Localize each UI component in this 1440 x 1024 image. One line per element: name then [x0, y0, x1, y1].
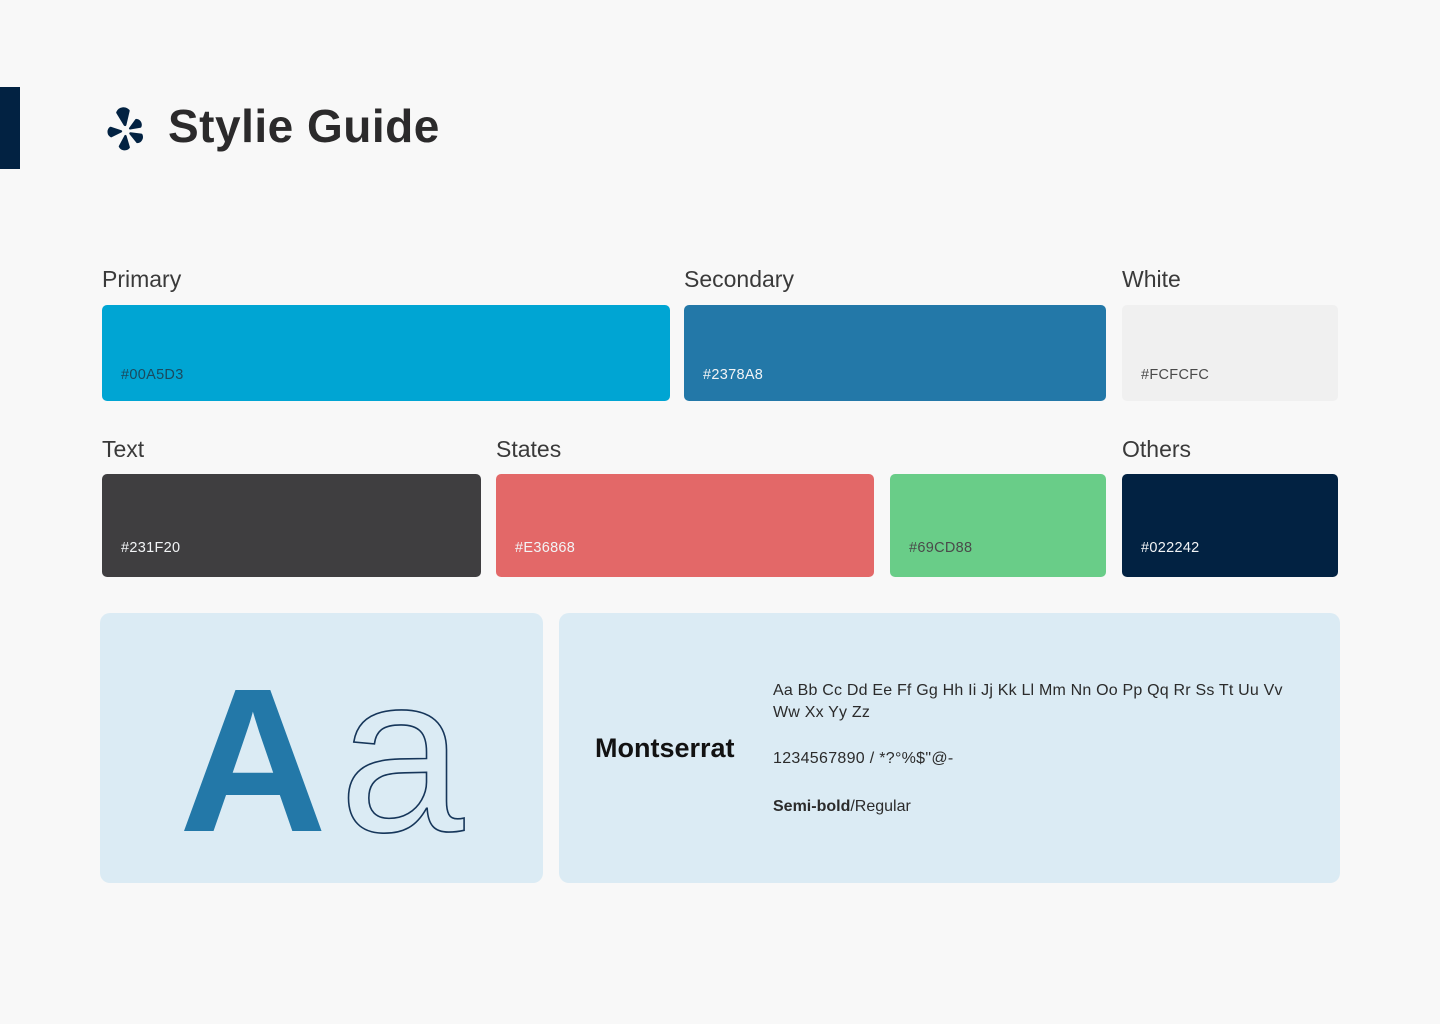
text-hex-value: #231F20	[121, 540, 181, 556]
left-accent-bar	[0, 87, 20, 169]
yelp-burst-icon	[107, 107, 143, 151]
font-name-label: Montserrat	[595, 732, 735, 763]
font-weights-label: Semi-bold/Regular	[773, 798, 1303, 816]
font-sample-column: Aa Bb Cc Dd Ee Ff Gg Hh Ii Jj Kk Ll Mm N…	[773, 680, 1303, 817]
font-details-card: Montserrat Aa Bb Cc Dd Ee Ff Gg Hh Ii Jj…	[559, 613, 1340, 883]
page-title: Stylie Guide	[168, 100, 440, 152]
weight-semibold: Semi-bold	[773, 798, 851, 816]
text-section-label: Text	[102, 436, 145, 462]
states-red-hex-value: #E36868	[515, 540, 576, 556]
specimen-outline-a: a	[338, 627, 465, 880]
others-section-label: Others	[1122, 436, 1192, 462]
states-green-hex-value: #69CD88	[909, 540, 973, 556]
others-color-swatch: #022242	[1122, 474, 1338, 577]
states-green-color-swatch: #69CD88	[890, 474, 1106, 577]
numerals-symbols-sample: 1234567890 / *?°%$"@-	[773, 750, 954, 768]
states-red-color-swatch: #E36868	[496, 474, 874, 577]
specimen-capital-a: A	[178, 646, 327, 876]
weight-regular: /Regular	[850, 798, 911, 816]
states-section-label: States	[496, 436, 562, 462]
secondary-section-label: Secondary	[684, 266, 794, 292]
type-specimen-card: A a	[100, 613, 543, 883]
primary-section-label: Primary	[102, 266, 182, 292]
white-hex-value: #FCFCFC	[1141, 367, 1210, 383]
primary-color-swatch: #00A5D3	[102, 305, 670, 401]
primary-hex-value: #00A5D3	[121, 367, 184, 383]
others-hex-value: #022242	[1141, 540, 1200, 556]
specimen-letters: A a	[178, 627, 465, 880]
white-section-label: White	[1122, 266, 1181, 292]
secondary-color-swatch: #2378A8	[684, 305, 1106, 401]
text-color-swatch: #231F20	[102, 474, 481, 577]
secondary-hex-value: #2378A8	[703, 367, 764, 383]
white-color-swatch: #FCFCFC	[1122, 305, 1338, 401]
alphabet-sample: Aa Bb Cc Dd Ee Ff Gg Hh Ii Jj Kk Ll Mm N…	[773, 681, 1283, 721]
